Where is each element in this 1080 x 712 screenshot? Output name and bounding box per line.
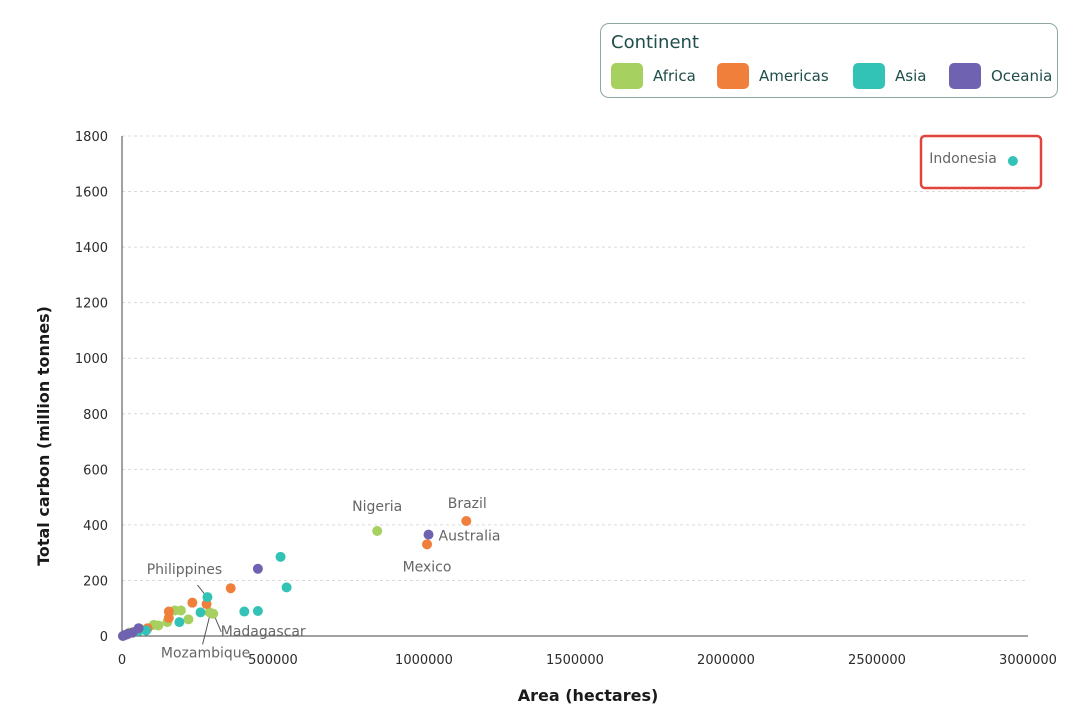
legend-title: Continent bbox=[611, 32, 699, 53]
point-nigeria[interactable] bbox=[372, 526, 383, 536]
x-tick-0: 0 bbox=[118, 653, 126, 668]
legend-swatch-americas bbox=[717, 63, 749, 89]
point-australia[interactable] bbox=[423, 529, 434, 540]
legend-entry-africa[interactable]: Africa bbox=[611, 63, 696, 89]
point-americas-2[interactable] bbox=[225, 583, 236, 594]
point-indonesia[interactable] bbox=[1007, 156, 1018, 166]
point-mexico[interactable] bbox=[422, 539, 433, 550]
y-tick-200: 200 bbox=[83, 574, 108, 589]
legend-swatch-asia bbox=[853, 63, 885, 89]
legend-label-africa: Africa bbox=[653, 67, 696, 85]
legend-label-americas: Americas bbox=[759, 67, 829, 85]
legend-entry-asia[interactable]: Asia bbox=[853, 63, 926, 89]
point-oceania-1[interactable] bbox=[252, 563, 263, 574]
point-asia-5[interactable] bbox=[239, 606, 250, 617]
point-asia-8[interactable] bbox=[141, 625, 152, 636]
grid-lines bbox=[122, 135, 1028, 581]
y-tick-1600: 1600 bbox=[75, 186, 108, 201]
point-americas-6[interactable] bbox=[163, 612, 174, 623]
legend-swatch-africa bbox=[611, 63, 643, 89]
point-philippines[interactable] bbox=[202, 592, 213, 603]
label-philippines: Philippines bbox=[147, 562, 222, 578]
x-tick-1500000: 1500000 bbox=[546, 653, 604, 668]
x-tick-1000000: 1000000 bbox=[395, 653, 453, 668]
legend-label-asia: Asia bbox=[895, 67, 927, 85]
y-tick-1000: 1000 bbox=[75, 352, 108, 367]
y-tick-1200: 1200 bbox=[75, 297, 108, 312]
point-asia-7[interactable] bbox=[174, 617, 185, 628]
y-tick-0: 0 bbox=[100, 630, 108, 645]
legend-label-oceania: Oceania bbox=[991, 67, 1053, 85]
legend-entry-americas[interactable]: Americas bbox=[717, 63, 829, 89]
axes bbox=[121, 136, 1028, 637]
point-asia-6[interactable] bbox=[195, 607, 206, 618]
point-labels: Nigeria Madagascar Mozambique Brazil Mexico I… bbox=[147, 151, 997, 661]
x-tick-3000000: 3000000 bbox=[999, 653, 1057, 668]
data-points bbox=[117, 156, 1018, 641]
x-tick-2500000: 2500000 bbox=[848, 653, 906, 668]
label-nigeria: Nigeria bbox=[352, 499, 402, 515]
point-asia-2[interactable] bbox=[275, 551, 286, 562]
x-tick-500000: 500000 bbox=[248, 653, 298, 668]
y-tick-400: 400 bbox=[83, 519, 108, 534]
x-tick-labels: 0 500000 1000000 1500000 2000000 2500000 30000… bbox=[118, 653, 1057, 668]
legend: Continent Africa Americas Asia Oceania bbox=[600, 23, 1058, 98]
y-tick-labels: 0 200 400 600 800 1000 1200 1400 1600 1800 bbox=[75, 130, 108, 645]
point-mozambique[interactable] bbox=[204, 607, 215, 618]
y-tick-1400: 1400 bbox=[75, 241, 108, 256]
legend-entry-oceania[interactable]: Oceania bbox=[949, 63, 1052, 89]
point-asia-3[interactable] bbox=[281, 582, 292, 593]
legend-swatch-oceania bbox=[949, 63, 981, 89]
x-tick-2000000: 2000000 bbox=[697, 653, 755, 668]
point-americas-4[interactable] bbox=[187, 597, 198, 608]
y-tick-600: 600 bbox=[83, 463, 108, 478]
leader-mozambique bbox=[202, 616, 211, 645]
point-africa-4[interactable] bbox=[153, 620, 164, 631]
point-oceania-6[interactable] bbox=[117, 631, 128, 641]
x-axis-title: Area (hectares) bbox=[518, 686, 659, 705]
label-brazil: Brazil bbox=[448, 496, 487, 512]
label-mozambique: Mozambique bbox=[161, 645, 250, 661]
label-indonesia: Indonesia bbox=[929, 151, 997, 167]
label-australia: Australia bbox=[439, 529, 501, 545]
indonesia-highlight-box bbox=[919, 134, 1043, 190]
point-brazil[interactable] bbox=[461, 516, 472, 526]
label-madagascar: Madagascar bbox=[221, 624, 306, 640]
leader-madagascar bbox=[214, 617, 222, 632]
y-tick-800: 800 bbox=[83, 408, 108, 423]
point-asia-4[interactable] bbox=[252, 606, 263, 616]
label-mexico: Mexico bbox=[403, 559, 452, 575]
point-africa-8[interactable] bbox=[183, 614, 194, 625]
y-axis-title: Total carbon (million tonnes) bbox=[34, 306, 53, 566]
y-tick-1800: 1800 bbox=[75, 130, 108, 145]
point-africa-7[interactable] bbox=[175, 605, 186, 616]
